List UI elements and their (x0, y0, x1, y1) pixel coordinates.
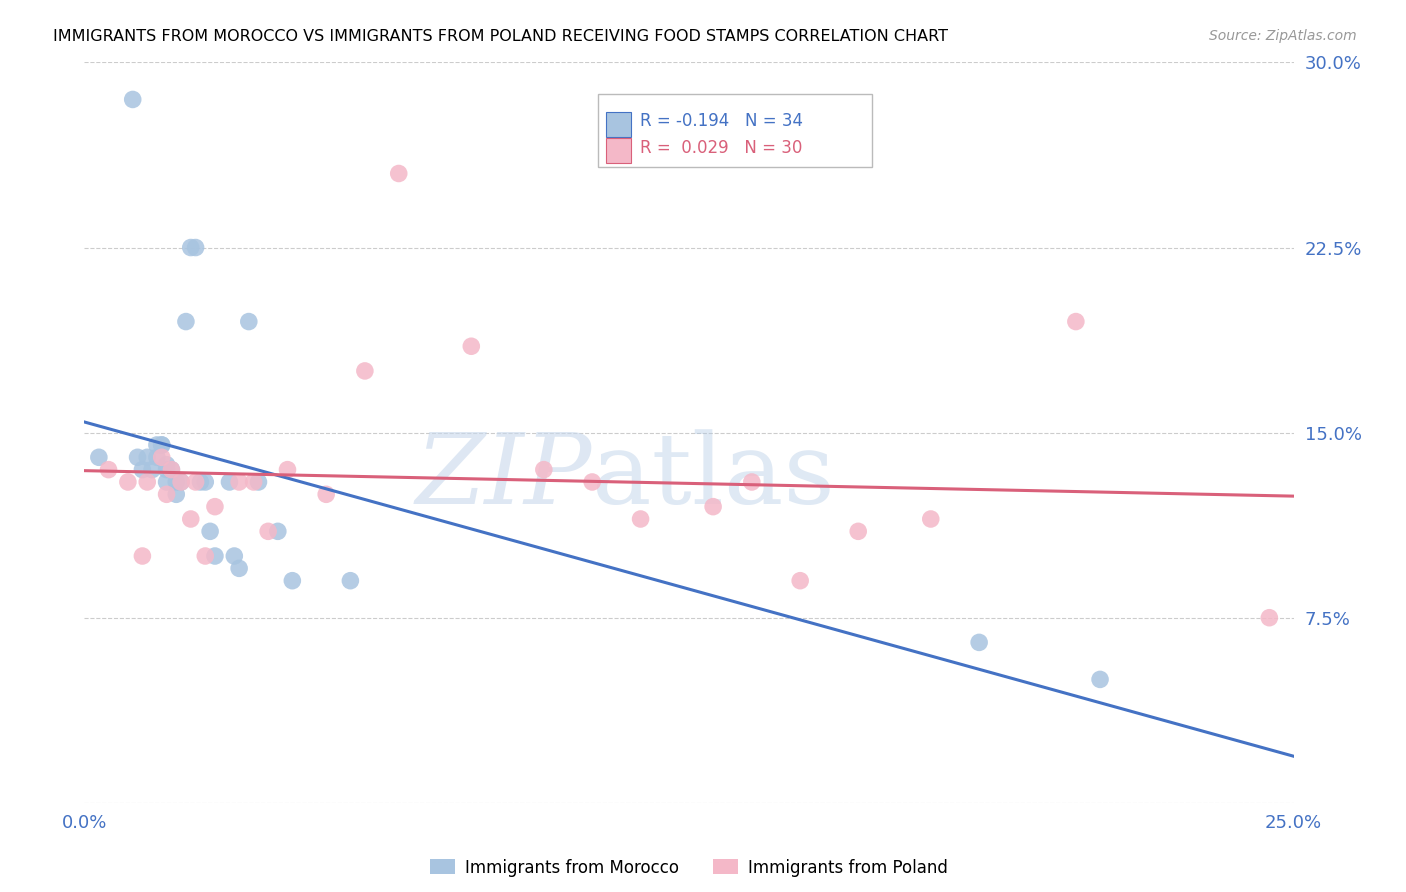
Point (160, 462, 183, 476)
Text: R =  0.029   N = 30: R = 0.029 N = 30 (640, 139, 801, 157)
Point (136, 450, 159, 465)
Point (967, 635, 990, 649)
Point (1258, 610, 1281, 624)
Point (354, 364, 377, 378)
Point (117, 475, 139, 489)
Point (228, 475, 250, 489)
Point (846, 524, 869, 539)
Point (315, 487, 337, 501)
Point (533, 462, 555, 476)
Point (1064, 314, 1087, 328)
Point (247, 475, 270, 489)
Point (218, 475, 240, 489)
Text: ZIP: ZIP (416, 429, 592, 524)
Point (165, 475, 187, 489)
Point (194, 475, 217, 489)
Text: R = -0.194   N = 34: R = -0.194 N = 34 (640, 112, 803, 130)
Point (131, 462, 153, 476)
Point (198, 524, 221, 539)
Point (276, 462, 298, 476)
Point (155, 487, 177, 501)
Point (190, 475, 212, 489)
Point (204, 549, 226, 563)
Point (150, 438, 173, 452)
Point (87, 450, 110, 465)
Point (267, 524, 290, 539)
Point (180, 240, 202, 255)
Point (257, 524, 280, 539)
Point (155, 475, 177, 489)
Point (165, 487, 187, 501)
Point (581, 475, 603, 489)
Point (180, 512, 202, 526)
Point (170, 475, 193, 489)
Point (228, 561, 250, 575)
Point (789, 574, 811, 588)
Text: Source: ZipAtlas.com: Source: ZipAtlas.com (1209, 29, 1357, 43)
Point (204, 500, 226, 514)
Point (242, 475, 264, 489)
Text: IMMIGRANTS FROM MOROCCO VS IMMIGRANTS FROM POLAND RECEIVING FOOD STAMPS CORRELAT: IMMIGRANTS FROM MOROCCO VS IMMIGRANTS FR… (53, 29, 949, 44)
Point (184, 240, 207, 255)
Point (146, 450, 169, 465)
Point (224, 549, 246, 563)
Point (121, 92, 143, 106)
Point (127, 450, 149, 465)
Text: atlas: atlas (592, 429, 835, 524)
Point (741, 475, 763, 489)
Point (281, 574, 304, 588)
Point (184, 475, 207, 489)
Point (155, 458, 177, 472)
Point (630, 512, 652, 526)
Point (170, 475, 193, 489)
Point (131, 549, 153, 563)
Point (194, 549, 217, 563)
Point (388, 166, 411, 180)
Point (146, 438, 169, 452)
Legend: Immigrants from Morocco, Immigrants from Poland: Immigrants from Morocco, Immigrants from… (423, 852, 955, 883)
Point (155, 462, 177, 476)
Point (702, 500, 724, 514)
Point (460, 339, 482, 353)
Point (150, 438, 173, 452)
Point (339, 574, 361, 588)
Point (160, 462, 183, 476)
Point (1088, 673, 1111, 687)
Point (141, 462, 163, 476)
Point (97, 462, 120, 476)
Point (136, 475, 159, 489)
Point (238, 314, 260, 328)
Point (174, 314, 197, 328)
Point (920, 512, 942, 526)
Point (150, 450, 173, 465)
